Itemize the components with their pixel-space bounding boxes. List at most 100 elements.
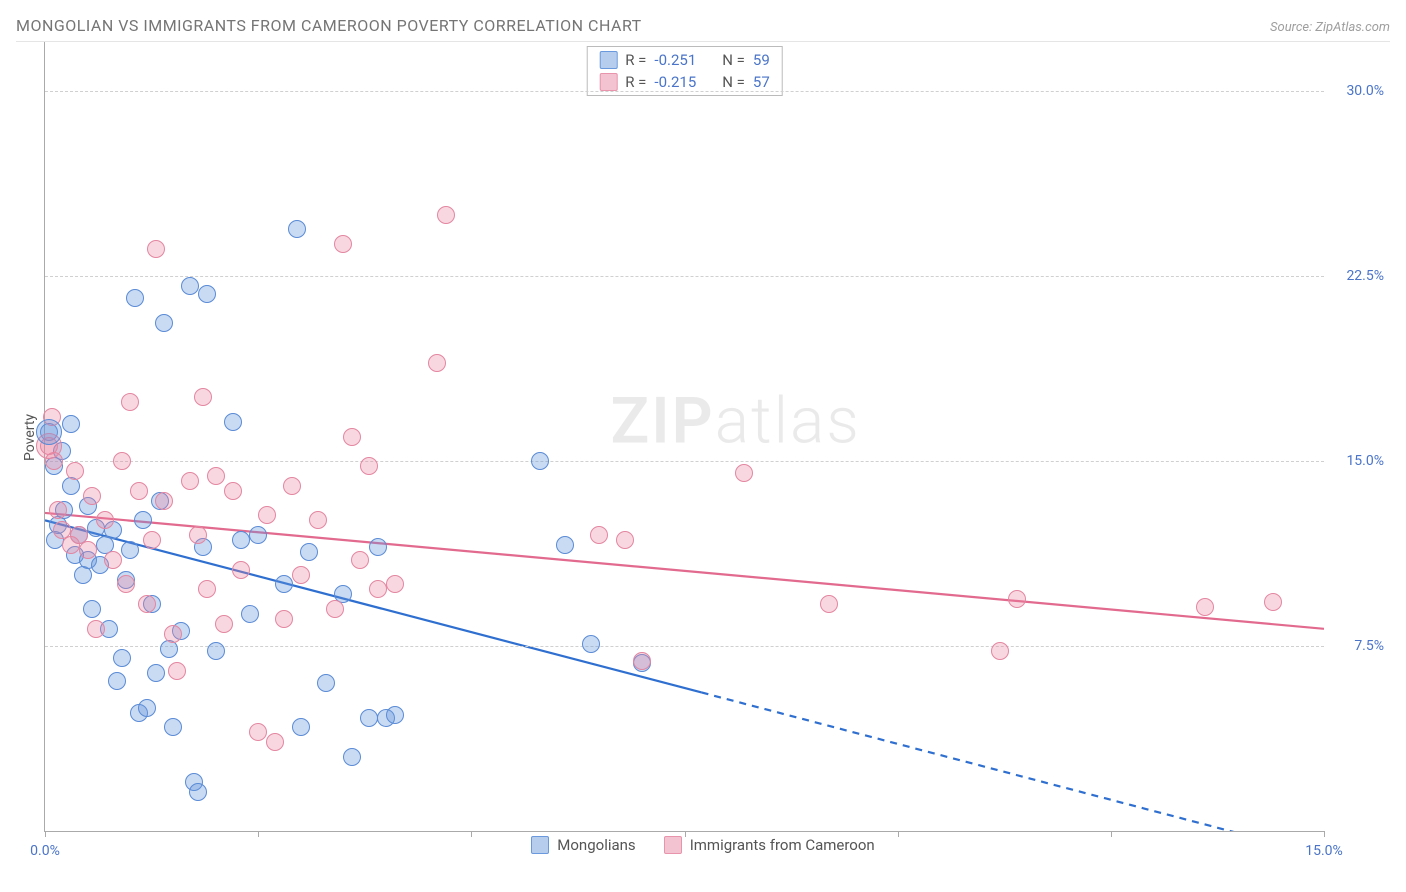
swatch-mongolians bbox=[599, 51, 617, 69]
scatter-point-cameroon bbox=[66, 462, 84, 480]
watermark: ZIPatlas bbox=[611, 383, 861, 458]
scatter-point-mongolians bbox=[360, 709, 378, 727]
scatter-point-cameroon bbox=[232, 561, 250, 579]
scatter-point-cameroon bbox=[83, 487, 101, 505]
chart-container: MONGOLIAN VS IMMIGRANTS FROM CAMEROON PO… bbox=[16, 16, 1390, 854]
scatter-point-cameroon bbox=[121, 393, 139, 411]
y-tick-label: 15.0% bbox=[1329, 453, 1384, 469]
scatter-point-cameroon bbox=[1008, 590, 1026, 608]
scatter-point-cameroon bbox=[198, 580, 216, 598]
scatter-point-cameroon bbox=[275, 610, 293, 628]
scatter-point-cameroon bbox=[215, 615, 233, 633]
scatter-point-cameroon bbox=[104, 551, 122, 569]
gridline-h bbox=[45, 276, 1324, 277]
scatter-point-cameroon bbox=[117, 575, 135, 593]
trend-lines-layer bbox=[45, 42, 1324, 831]
y-tick-label: 30.0% bbox=[1329, 83, 1384, 99]
scatter-point-cameroon bbox=[590, 526, 608, 544]
plot-row: Poverty ZIPatlas R = -0.251 N = 59 R = bbox=[16, 42, 1390, 832]
scatter-point-cameroon bbox=[283, 477, 301, 495]
swatch-cameroon bbox=[599, 73, 617, 91]
x-tick bbox=[685, 831, 686, 837]
scatter-point-cameroon bbox=[168, 662, 186, 680]
scatter-point-mongolians bbox=[288, 220, 306, 238]
scatter-point-mongolians bbox=[113, 649, 131, 667]
n-label: N = bbox=[722, 51, 745, 69]
scatter-point-mongolians bbox=[531, 452, 549, 470]
scatter-point-mongolians bbox=[369, 538, 387, 556]
watermark-bold: ZIP bbox=[611, 383, 715, 458]
scatter-point-cameroon bbox=[143, 531, 161, 549]
scatter-point-cameroon bbox=[334, 235, 352, 253]
r-value-mongolians: -0.251 bbox=[654, 51, 696, 69]
legend-item-mongolians: Mongolians bbox=[531, 836, 635, 854]
r-value-cameroon: -0.215 bbox=[654, 73, 696, 91]
scatter-point-mongolians bbox=[198, 285, 216, 303]
legend-label-mongolians: Mongolians bbox=[557, 836, 635, 854]
source-attribution: Source: ZipAtlas.com bbox=[1270, 20, 1390, 35]
legend-swatch-cameroon bbox=[664, 836, 682, 854]
scatter-point-cameroon bbox=[326, 600, 344, 618]
watermark-light: atlas bbox=[715, 383, 861, 458]
scatter-point-mongolians bbox=[249, 526, 267, 544]
scatter-point-cameroon bbox=[1264, 593, 1282, 611]
gridline-h bbox=[45, 461, 1324, 462]
chart-title: MONGOLIAN VS IMMIGRANTS FROM CAMEROON PO… bbox=[16, 16, 642, 35]
scatter-point-cameroon bbox=[147, 240, 165, 258]
scatter-point-mongolians bbox=[582, 635, 600, 653]
scatter-point-cameroon bbox=[249, 723, 267, 741]
n-label: N = bbox=[722, 73, 745, 91]
scatter-point-cameroon bbox=[87, 620, 105, 638]
scatter-point-cameroon bbox=[164, 625, 182, 643]
scatter-point-mongolians bbox=[241, 605, 259, 623]
scatter-point-cameroon bbox=[351, 551, 369, 569]
scatter-point-cameroon bbox=[309, 511, 327, 529]
scatter-point-cameroon bbox=[207, 467, 225, 485]
stats-row-cameroon: R = -0.215 N = 57 bbox=[587, 71, 782, 93]
scatter-point-mongolians bbox=[134, 511, 152, 529]
scatter-point-cameroon bbox=[735, 464, 753, 482]
x-tick bbox=[898, 831, 899, 837]
scatter-point-cameroon bbox=[155, 492, 173, 510]
scatter-point-mongolians bbox=[164, 718, 182, 736]
scatter-point-cameroon bbox=[96, 511, 114, 529]
scatter-point-cameroon bbox=[820, 595, 838, 613]
scatter-point-mongolians bbox=[232, 531, 250, 549]
x-tick bbox=[45, 831, 46, 837]
n-value-cameroon: 57 bbox=[753, 73, 770, 91]
scatter-point-cameroon bbox=[360, 457, 378, 475]
scatter-point-mongolians bbox=[181, 277, 199, 295]
x-tick bbox=[258, 831, 259, 837]
x-tick bbox=[471, 831, 472, 837]
scatter-point-cameroon bbox=[258, 506, 276, 524]
scatter-point-cameroon bbox=[369, 580, 387, 598]
gridline-h bbox=[45, 646, 1324, 647]
n-value-mongolians: 59 bbox=[753, 51, 770, 69]
scatter-point-cameroon bbox=[991, 642, 1009, 660]
scatter-point-mongolians bbox=[317, 674, 335, 692]
trend-line-mongolians-dashed bbox=[702, 692, 1324, 831]
legend-swatch-mongolians bbox=[531, 836, 549, 854]
scatter-point-cameroon bbox=[1196, 598, 1214, 616]
plot-area: ZIPatlas R = -0.251 N = 59 R = -0.215 bbox=[44, 42, 1324, 832]
scatter-point-mongolians bbox=[275, 575, 293, 593]
scatter-point-cameroon bbox=[224, 482, 242, 500]
gridline-h bbox=[45, 91, 1324, 92]
r-label: R = bbox=[625, 73, 646, 91]
y-tick-label: 7.5% bbox=[1329, 638, 1384, 654]
scatter-point-mongolians bbox=[138, 699, 156, 717]
scatter-point-cameroon bbox=[266, 733, 284, 751]
scatter-point-cameroon bbox=[633, 652, 651, 670]
bottom-legend: Mongolians Immigrants from Cameroon bbox=[16, 836, 1390, 854]
scatter-point-mongolians bbox=[155, 314, 173, 332]
chart-header: MONGOLIAN VS IMMIGRANTS FROM CAMEROON PO… bbox=[16, 16, 1390, 42]
scatter-point-cameroon bbox=[194, 388, 212, 406]
stats-row-mongolians: R = -0.251 N = 59 bbox=[587, 49, 782, 71]
r-label: R = bbox=[625, 51, 646, 69]
x-tick-label: 0.0% bbox=[30, 843, 60, 859]
scatter-point-cameroon bbox=[616, 531, 634, 549]
y-tick-label: 22.5% bbox=[1329, 268, 1384, 284]
scatter-point-mongolians bbox=[207, 642, 225, 660]
x-tick bbox=[1324, 831, 1325, 837]
scatter-point-cameroon bbox=[437, 206, 455, 224]
